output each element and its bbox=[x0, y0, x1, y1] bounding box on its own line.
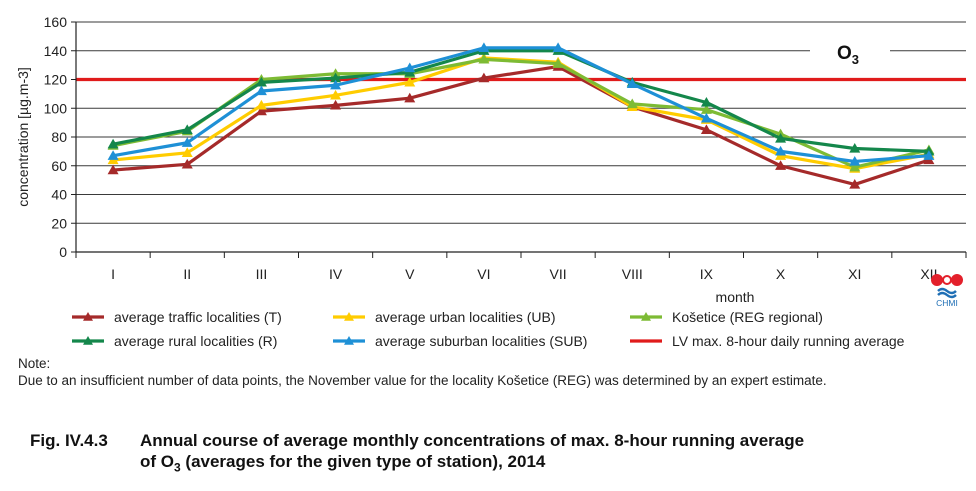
annotation-label: O3 bbox=[837, 43, 859, 67]
y-tick-label: 20 bbox=[51, 215, 67, 231]
data-point bbox=[330, 89, 342, 100]
data-point bbox=[404, 62, 416, 73]
data-point bbox=[255, 85, 267, 96]
data-point bbox=[849, 143, 861, 153]
legend-item: average rural localities (R) bbox=[72, 333, 277, 349]
data-point bbox=[107, 164, 119, 175]
data-point bbox=[849, 161, 861, 172]
legend-label: average traffic localities (T) bbox=[114, 309, 282, 325]
y-tick-label: 160 bbox=[44, 14, 68, 30]
series-line bbox=[112, 57, 930, 169]
legend-item: average suburban localities (SUB) bbox=[333, 333, 587, 349]
data-point bbox=[923, 150, 935, 160]
data-point bbox=[478, 72, 490, 83]
data-point bbox=[552, 58, 564, 68]
series-line bbox=[112, 56, 930, 171]
legend-item: Košetice (REG regional) bbox=[630, 309, 823, 325]
data-point bbox=[181, 158, 193, 169]
data-point bbox=[255, 105, 267, 116]
y-axis-title: concentration [µg.m-3] bbox=[15, 67, 31, 207]
x-tick-label: XI bbox=[848, 266, 861, 282]
data-point bbox=[700, 104, 712, 114]
data-point bbox=[626, 78, 638, 88]
svg-text:CHMI: CHMI bbox=[936, 298, 958, 308]
note-text: Due to an insufficient number of data po… bbox=[18, 373, 827, 388]
note-block: Note: Due to an insufficient number of d… bbox=[18, 355, 958, 389]
data-point bbox=[700, 97, 712, 107]
series-line bbox=[112, 49, 929, 153]
caption-line2: of O3 (averages for the given type of st… bbox=[140, 452, 546, 475]
data-point bbox=[107, 150, 119, 160]
x-tick-label: I bbox=[111, 266, 115, 282]
data-point bbox=[330, 99, 342, 110]
x-tick-label: X bbox=[776, 266, 786, 282]
legend-label: Košetice (REG regional) bbox=[672, 309, 823, 325]
data-point bbox=[775, 160, 787, 170]
legend-label: LV max. 8-hour daily running average bbox=[672, 333, 905, 349]
y-tick-label: 40 bbox=[51, 187, 67, 203]
y-tick-label: 120 bbox=[44, 72, 68, 88]
data-point bbox=[626, 98, 638, 109]
series-line bbox=[112, 64, 930, 187]
data-point bbox=[700, 112, 712, 123]
x-tick-label: VI bbox=[477, 266, 490, 282]
data-point bbox=[181, 124, 193, 134]
legend-item: average urban localities (UB) bbox=[333, 309, 556, 325]
data-point bbox=[107, 138, 119, 149]
data-point bbox=[700, 124, 712, 134]
data-point bbox=[181, 147, 193, 157]
x-tick-label: III bbox=[256, 266, 268, 282]
data-point bbox=[478, 42, 490, 52]
data-point bbox=[849, 155, 861, 166]
data-point bbox=[849, 178, 861, 189]
series-line bbox=[112, 46, 930, 164]
legend-swatch-marker bbox=[83, 312, 93, 321]
data-point bbox=[775, 132, 787, 143]
legend-swatch-marker bbox=[641, 312, 651, 321]
legend-item: LV max. 8-hour daily running average bbox=[630, 333, 905, 349]
data-point bbox=[478, 53, 490, 64]
data-point bbox=[330, 72, 342, 83]
x-tick-label: VIII bbox=[622, 266, 643, 282]
legend-swatch-marker bbox=[344, 312, 354, 321]
data-point bbox=[330, 79, 342, 90]
annotation-box bbox=[810, 37, 890, 65]
y-tick-label: 60 bbox=[51, 158, 67, 174]
legend-label: average suburban localities (SUB) bbox=[375, 333, 587, 349]
x-tick-label: IV bbox=[329, 266, 343, 282]
legend-swatch-marker bbox=[83, 336, 93, 345]
caption-line1: Annual course of average monthly concent… bbox=[140, 431, 805, 450]
x-axis-title: month bbox=[716, 289, 755, 305]
chmi-logo: CHMI bbox=[929, 272, 965, 308]
x-tick-label: V bbox=[405, 266, 415, 282]
o3-annotation: O3 bbox=[810, 37, 890, 67]
series-4 bbox=[107, 42, 935, 166]
series-layer bbox=[107, 42, 935, 189]
data-point bbox=[552, 42, 564, 52]
y-tick-label: 100 bbox=[44, 100, 68, 116]
legend-label: average rural localities (R) bbox=[114, 333, 277, 349]
data-point bbox=[255, 76, 267, 87]
legend-item: average traffic localities (T) bbox=[72, 309, 282, 325]
y-tick-label: 140 bbox=[44, 43, 68, 59]
x-tick-label: VII bbox=[550, 266, 567, 282]
x-tick-label: IX bbox=[700, 266, 714, 282]
data-point bbox=[404, 92, 416, 103]
figure-caption: Fig. IV.4.3 Annual course of average mont… bbox=[30, 430, 960, 478]
y-tick-label: 0 bbox=[59, 244, 67, 260]
legend: average traffic localities (T) average ur… bbox=[72, 309, 905, 349]
data-point bbox=[181, 137, 193, 147]
legend-swatch-marker bbox=[344, 336, 354, 345]
data-point bbox=[404, 76, 416, 87]
legend-label: average urban localities (UB) bbox=[375, 309, 556, 325]
y-tick-label: 80 bbox=[51, 129, 67, 145]
data-point bbox=[775, 145, 787, 156]
note-heading: Note: bbox=[18, 356, 51, 371]
data-point bbox=[255, 99, 267, 110]
x-tick-label: II bbox=[183, 266, 191, 282]
figure-number: Fig. IV.4.3 bbox=[30, 431, 108, 450]
